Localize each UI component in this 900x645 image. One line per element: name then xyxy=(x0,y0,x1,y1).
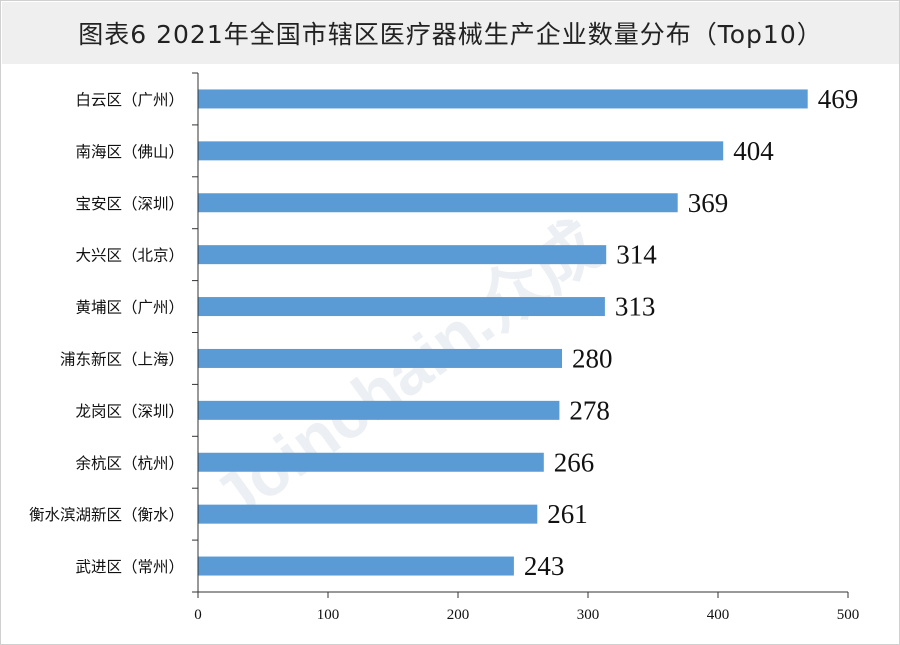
value-label: 243 xyxy=(524,551,565,581)
category-label: 龙岗区（深圳） xyxy=(75,402,184,420)
x-tick-label: 500 xyxy=(837,607,860,623)
value-label: 369 xyxy=(688,188,729,218)
bar xyxy=(198,556,514,576)
title-bar: 图表6 2021年全国市辖区医疗器械生产企业数量分布（Top10） xyxy=(2,2,899,64)
x-tick-label: 200 xyxy=(447,607,470,623)
bar xyxy=(198,452,544,472)
category-label: 大兴区（北京） xyxy=(75,247,184,265)
bar xyxy=(198,245,607,265)
category-label: 黄埔区（广州） xyxy=(75,299,184,317)
x-tick-label: 400 xyxy=(707,607,730,623)
value-label: 278 xyxy=(569,395,610,425)
bar xyxy=(198,141,724,161)
value-label: 266 xyxy=(554,447,595,477)
value-label: 280 xyxy=(572,343,613,373)
category-label: 余杭区（杭州） xyxy=(75,453,184,472)
bar xyxy=(198,193,678,213)
category-label: 武进区（常州） xyxy=(75,558,184,576)
bar xyxy=(198,504,538,524)
value-label: 469 xyxy=(818,84,859,114)
chart-title: 图表6 2021年全国市辖区医疗器械生产企业数量分布（Top10） xyxy=(78,20,823,49)
axes-layer: 白云区（广州） 南海区（佛山） 宝安区（深圳） 大兴区（北京） 黄埔区（广州） 浦东新区（… xyxy=(29,72,860,623)
category-label: 宝安区（深圳） xyxy=(75,195,184,213)
bar xyxy=(198,297,605,317)
category-label: 衡水滨湖新区（衡水） xyxy=(29,506,184,524)
x-tick-label: 100 xyxy=(317,607,340,623)
x-tick-label: 300 xyxy=(577,607,600,623)
bar xyxy=(198,89,808,109)
bar xyxy=(198,400,560,420)
category-label: 南海区（佛山） xyxy=(75,143,184,161)
bar xyxy=(198,348,562,368)
value-label: 313 xyxy=(615,292,656,322)
value-label: 261 xyxy=(547,499,588,529)
x-tick-label: 0 xyxy=(194,607,202,623)
category-label: 白云区（广州） xyxy=(75,91,184,109)
category-label: 浦东新区（上海） xyxy=(60,350,184,368)
value-label: 314 xyxy=(616,240,657,270)
value-label: 404 xyxy=(733,136,774,166)
